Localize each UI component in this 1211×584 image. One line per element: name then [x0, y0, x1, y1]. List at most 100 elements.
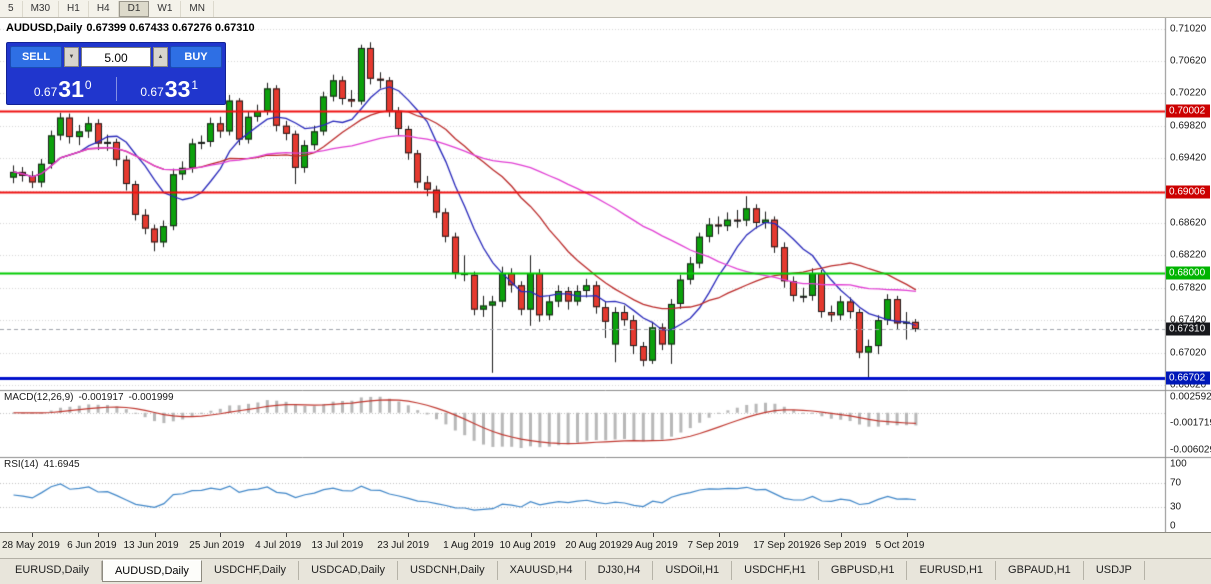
date-label: 20 Aug 2019 [565, 540, 622, 551]
period-button-mn[interactable]: MN [181, 0, 214, 17]
price-tick: 0.68220 [1170, 249, 1207, 261]
rsi-axis-value: 70 [1170, 477, 1182, 489]
period-button-m30[interactable]: M30 [23, 0, 60, 17]
buy-price-point: 1 [191, 78, 199, 92]
period-button-d1[interactable]: D1 [118, 0, 150, 17]
hline-price-badge: 0.68000 [1166, 266, 1210, 280]
chart-ohlc-values: 0.67399 0.67433 0.67276 0.67310 [86, 22, 255, 34]
chart-tab-usdoil-h1[interactable]: USDOil,H1 [653, 561, 733, 580]
date-tick [342, 533, 344, 537]
date-tick [408, 533, 410, 537]
price-tick: 0.67020 [1170, 347, 1207, 359]
price-tick: 0.71020 [1170, 23, 1207, 34]
chart-tab-usdchf-daily[interactable]: USDCHF,Daily [202, 561, 300, 580]
chart-title: AUDUSD,Daily 0.67399 0.67433 0.67276 0.67… [6, 22, 255, 34]
hline-price-badge: 0.69006 [1166, 185, 1210, 199]
date-label: 25 Jun 2019 [189, 540, 245, 551]
chart-tab-xauusd-h4[interactable]: XAUUSD,H4 [498, 561, 586, 580]
one-click-trading-panel: SELL ▼ 5.00 ▲ BUY 0.67 31 0 0.67 33 1 [6, 42, 226, 105]
rsi-name: RSI(14) [4, 459, 39, 470]
date-tick [718, 533, 720, 537]
date-label: 29 Aug 2019 [621, 540, 678, 551]
chart-symbol-period: AUDUSD,Daily [6, 22, 83, 34]
date-tick [154, 533, 156, 537]
sell-price-prefix: 0.67 [33, 85, 58, 99]
date-label: 1 Aug 2019 [443, 540, 494, 551]
chart-tab-usdjp[interactable]: USDJP [1084, 561, 1145, 580]
date-label: 26 Sep 2019 [809, 540, 867, 551]
chart-tab-gbpusd-h1[interactable]: GBPUSD,H1 [819, 561, 908, 580]
date-label: 28 May 2019 [2, 540, 60, 551]
price-axis[interactable]: 0.71020 0.70620 0.70220 0.69820 0.69420 0.690… [1166, 18, 1211, 532]
period-button-h4[interactable]: H4 [89, 0, 119, 17]
chart-tab-usdcad-daily[interactable]: USDCAD,Daily [299, 561, 399, 580]
rsi-indicator-label: RSI(14) 41.6945 [4, 459, 80, 470]
macd-main-value: -0.001917 [78, 392, 124, 403]
price-tick: 0.67820 [1170, 282, 1207, 294]
chart-window: AUDUSD,Daily 0.67399 0.67433 0.67276 0.67… [0, 18, 1211, 532]
date-label: 13 Jul 2019 [311, 540, 364, 551]
macd-axis-value: 0.002592 [1170, 391, 1211, 403]
chart-tab-usdcnh-daily[interactable]: USDCNH,Daily [398, 561, 498, 580]
date-label: 6 Jun 2019 [67, 540, 117, 551]
date-tick [98, 533, 100, 537]
date-tick [906, 533, 908, 537]
price-tick: 0.69420 [1170, 152, 1207, 164]
rsi-value: 41.6945 [43, 459, 80, 470]
period-button-h1[interactable]: H1 [59, 0, 89, 17]
date-tick [220, 533, 222, 537]
date-tick [596, 533, 598, 537]
buy-price-prefix: 0.67 [140, 85, 164, 99]
sell-button[interactable]: SELL [10, 46, 62, 68]
price-tick: 0.69820 [1170, 120, 1207, 132]
chart-tab-bar: EURUSD,Daily AUDUSD,Daily USDCHF,Daily USDC… [0, 558, 1211, 584]
date-tick [32, 533, 34, 537]
chart-tab-gbpaud-h1[interactable]: GBPAUD,H1 [996, 561, 1084, 580]
timeframe-toolbar: 5 M30 H1 H4 D1 W1 MN [0, 0, 1211, 18]
date-tick [474, 533, 476, 537]
rsi-axis-value: 30 [1170, 501, 1182, 513]
volume-increase-button[interactable]: ▲ [153, 47, 168, 67]
date-tick [784, 533, 786, 537]
sell-price-pips: 31 [58, 76, 84, 102]
price-tick: 0.67420 [1170, 314, 1207, 326]
date-label: 23 Jul 2019 [377, 540, 430, 551]
sell-price-display: 0.67 31 0 [10, 78, 116, 101]
buy-price-pips: 33 [164, 76, 191, 102]
date-tick [652, 533, 654, 537]
period-button-5[interactable]: 5 [0, 0, 23, 17]
chart-tab-audusd-daily[interactable]: AUDUSD,Daily [101, 560, 202, 582]
date-label: 4 Jul 2019 [255, 540, 302, 551]
price-tick: 0.70220 [1170, 87, 1207, 99]
rsi-axis-value: 100 [1170, 458, 1187, 470]
chart-tab-dj30-h4[interactable]: DJ30,H4 [586, 561, 654, 580]
date-label: 7 Sep 2019 [687, 540, 739, 551]
macd-signal-value: -0.001999 [128, 392, 174, 403]
date-axis[interactable]: 28 May 2019 6 Jun 2019 13 Jun 2019 25 Jun 2… [0, 532, 1211, 558]
hline-price-badge: 0.70002 [1166, 104, 1210, 118]
price-tick: 0.68620 [1170, 217, 1207, 229]
chevron-down-icon: ▼ [68, 54, 75, 60]
sell-price-point: 0 [84, 78, 92, 92]
chart-tab-eurusd-h1[interactable]: EURUSD,H1 [907, 561, 997, 580]
price-divider [115, 77, 117, 101]
bid-price-badge: 0.67310 [1166, 322, 1210, 336]
macd-axis-value: -0.001719 [1170, 417, 1211, 429]
volume-input[interactable]: 5.00 [81, 47, 151, 67]
date-label: 17 Sep 2019 [753, 540, 811, 551]
price-tick: 0.70620 [1170, 55, 1207, 67]
period-button-w1[interactable]: W1 [149, 0, 182, 17]
date-tick [840, 533, 842, 537]
hline-price-badge: 0.66702 [1166, 371, 1210, 385]
macd-name: MACD(12,26,9) [4, 392, 74, 403]
volume-decrease-button[interactable]: ▼ [64, 47, 79, 67]
chart-tab-usdchf-h1[interactable]: USDCHF,H1 [732, 561, 819, 580]
date-label: 10 Aug 2019 [499, 540, 556, 551]
date-tick [286, 533, 288, 537]
date-label: 13 Jun 2019 [123, 540, 179, 551]
chart-tab-eurusd-daily[interactable]: EURUSD,Daily [3, 561, 102, 580]
buy-button[interactable]: BUY [170, 46, 222, 68]
macd-axis-value: -0.006029 [1170, 444, 1211, 456]
rsi-axis-value: 0 [1170, 520, 1176, 532]
